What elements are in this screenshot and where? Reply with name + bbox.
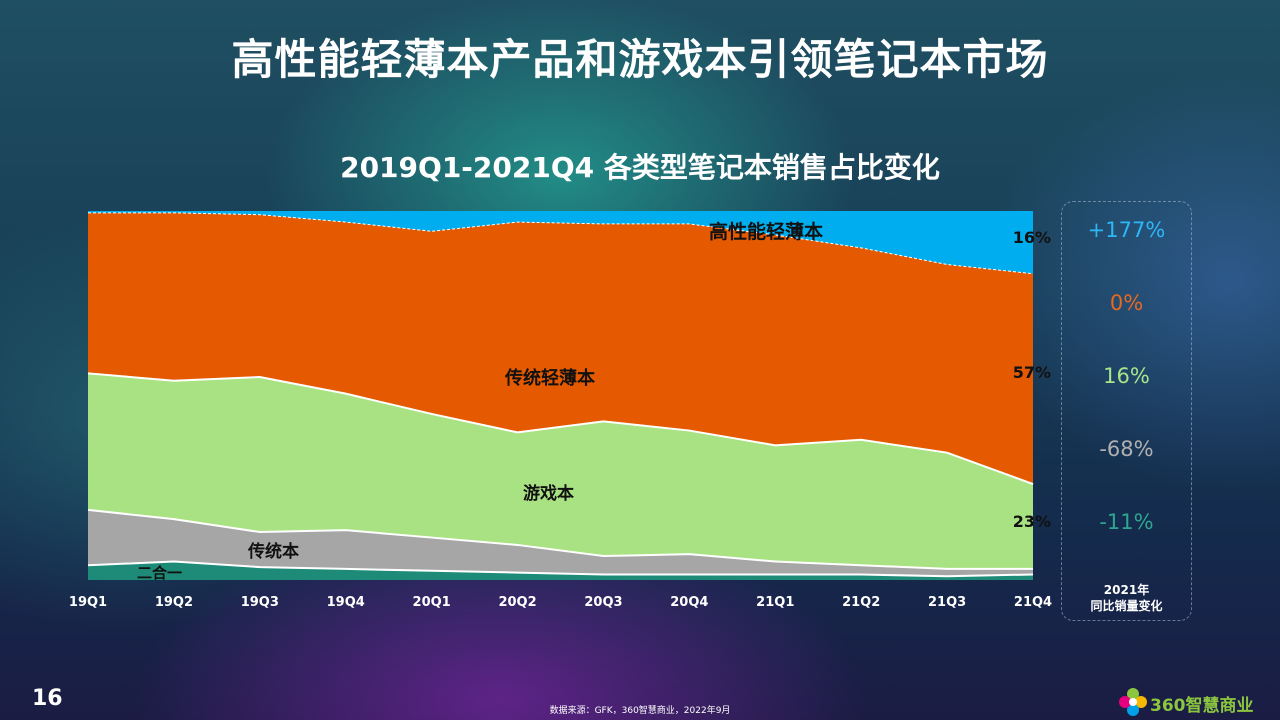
page-title: 高性能轻薄本产品和游戏本引领笔记本市场 bbox=[231, 35, 1049, 84]
flower-logo-icon bbox=[1119, 688, 1147, 716]
end-value-label: 23% bbox=[1013, 512, 1051, 531]
change-value-gaming: 16% bbox=[1103, 364, 1150, 388]
page-number: 16 bbox=[32, 686, 63, 711]
logo-text: 360智慧商业 bbox=[1150, 696, 1254, 716]
x-tick-label: 20Q4 bbox=[670, 595, 708, 610]
change-value-2in1: -11% bbox=[1099, 510, 1154, 534]
area-3 bbox=[88, 373, 1033, 569]
x-tick-label: 19Q3 bbox=[241, 595, 279, 610]
x-tick-label: 19Q2 bbox=[155, 595, 193, 610]
x-tick-label: 20Q1 bbox=[413, 595, 451, 610]
x-tick-label: 21Q1 bbox=[756, 595, 794, 610]
x-tick-label: 21Q2 bbox=[842, 595, 880, 610]
series-label: 二合一 bbox=[137, 564, 182, 582]
boundary-line-4 bbox=[88, 212, 1034, 275]
x-tick-label: 20Q3 bbox=[584, 595, 622, 610]
series-label: 传统本 bbox=[247, 541, 299, 562]
chart-title: 2019Q1-2021Q4 各类型笔记本销售占比变化 bbox=[340, 151, 940, 184]
change-value-traditional: -68% bbox=[1099, 437, 1154, 461]
change-value-high-perf-thin: +177% bbox=[1087, 218, 1166, 242]
series-label: 游戏本 bbox=[523, 483, 574, 504]
brand-logo: 360智慧商业 bbox=[1118, 684, 1278, 720]
x-tick-label: 19Q1 bbox=[69, 595, 107, 610]
x-tick-label: 21Q4 bbox=[1014, 595, 1052, 610]
change-panel-label-text: 同比销量变化 bbox=[1090, 599, 1163, 613]
area-2 bbox=[88, 509, 1033, 577]
boundary-line-3 bbox=[87, 372, 1034, 485]
area-5 bbox=[88, 211, 1033, 274]
data-source: 数据来源：GFK，360智慧商业，2022年9月 bbox=[549, 706, 731, 716]
area-4 bbox=[88, 212, 1033, 485]
end-value-label: 16% bbox=[1013, 228, 1051, 247]
change-value-traditional-thin: 0% bbox=[1109, 291, 1144, 315]
series-label: 传统轻薄本 bbox=[504, 367, 595, 389]
end-value-label: 57% bbox=[1013, 363, 1051, 382]
boundary-line-1 bbox=[87, 560, 1034, 578]
yoy-change-panel bbox=[1061, 201, 1192, 621]
x-tick-label: 21Q3 bbox=[928, 595, 966, 610]
x-tick-label: 19Q4 bbox=[327, 595, 365, 610]
boundary-line-2 bbox=[87, 508, 1033, 570]
change-panel-label: 2021年 同比销量变化 bbox=[1061, 582, 1192, 614]
x-tick-label: 20Q2 bbox=[498, 595, 536, 610]
series-label: 高性能轻薄本 bbox=[709, 220, 823, 243]
change-panel-label-year: 2021年 bbox=[1103, 583, 1150, 597]
